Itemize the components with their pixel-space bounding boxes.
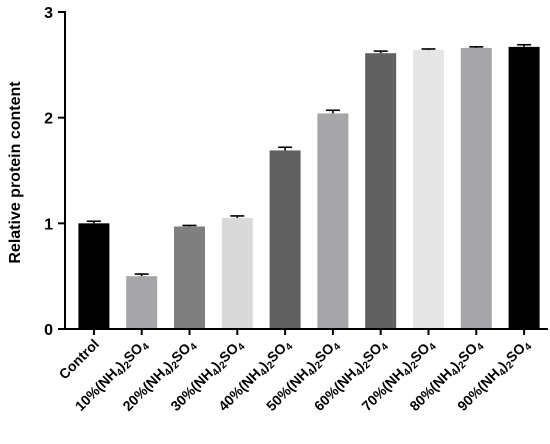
x-axis: Control10%(NH4​)2​SO4​20%(NH4​)2​SO4​30%… [56, 328, 548, 414]
bar [317, 113, 349, 329]
bar [460, 47, 492, 329]
bar [365, 53, 397, 330]
bar [174, 226, 205, 329]
bar [78, 223, 110, 329]
x-tick-label: Control [56, 336, 103, 383]
bar [269, 150, 301, 329]
y-tick-label: 0 [44, 322, 53, 339]
y-tick-label: 3 [44, 5, 53, 22]
bar [126, 276, 158, 329]
bar [508, 46, 540, 330]
y-axis: 0 1 2 3 [44, 5, 66, 339]
y-axis-label: Relative protein content [7, 81, 24, 264]
bar [413, 50, 444, 329]
bars [78, 43, 540, 330]
y-tick-label: 1 [44, 216, 53, 233]
y-tick-label: 2 [44, 111, 53, 128]
bar [221, 218, 253, 329]
